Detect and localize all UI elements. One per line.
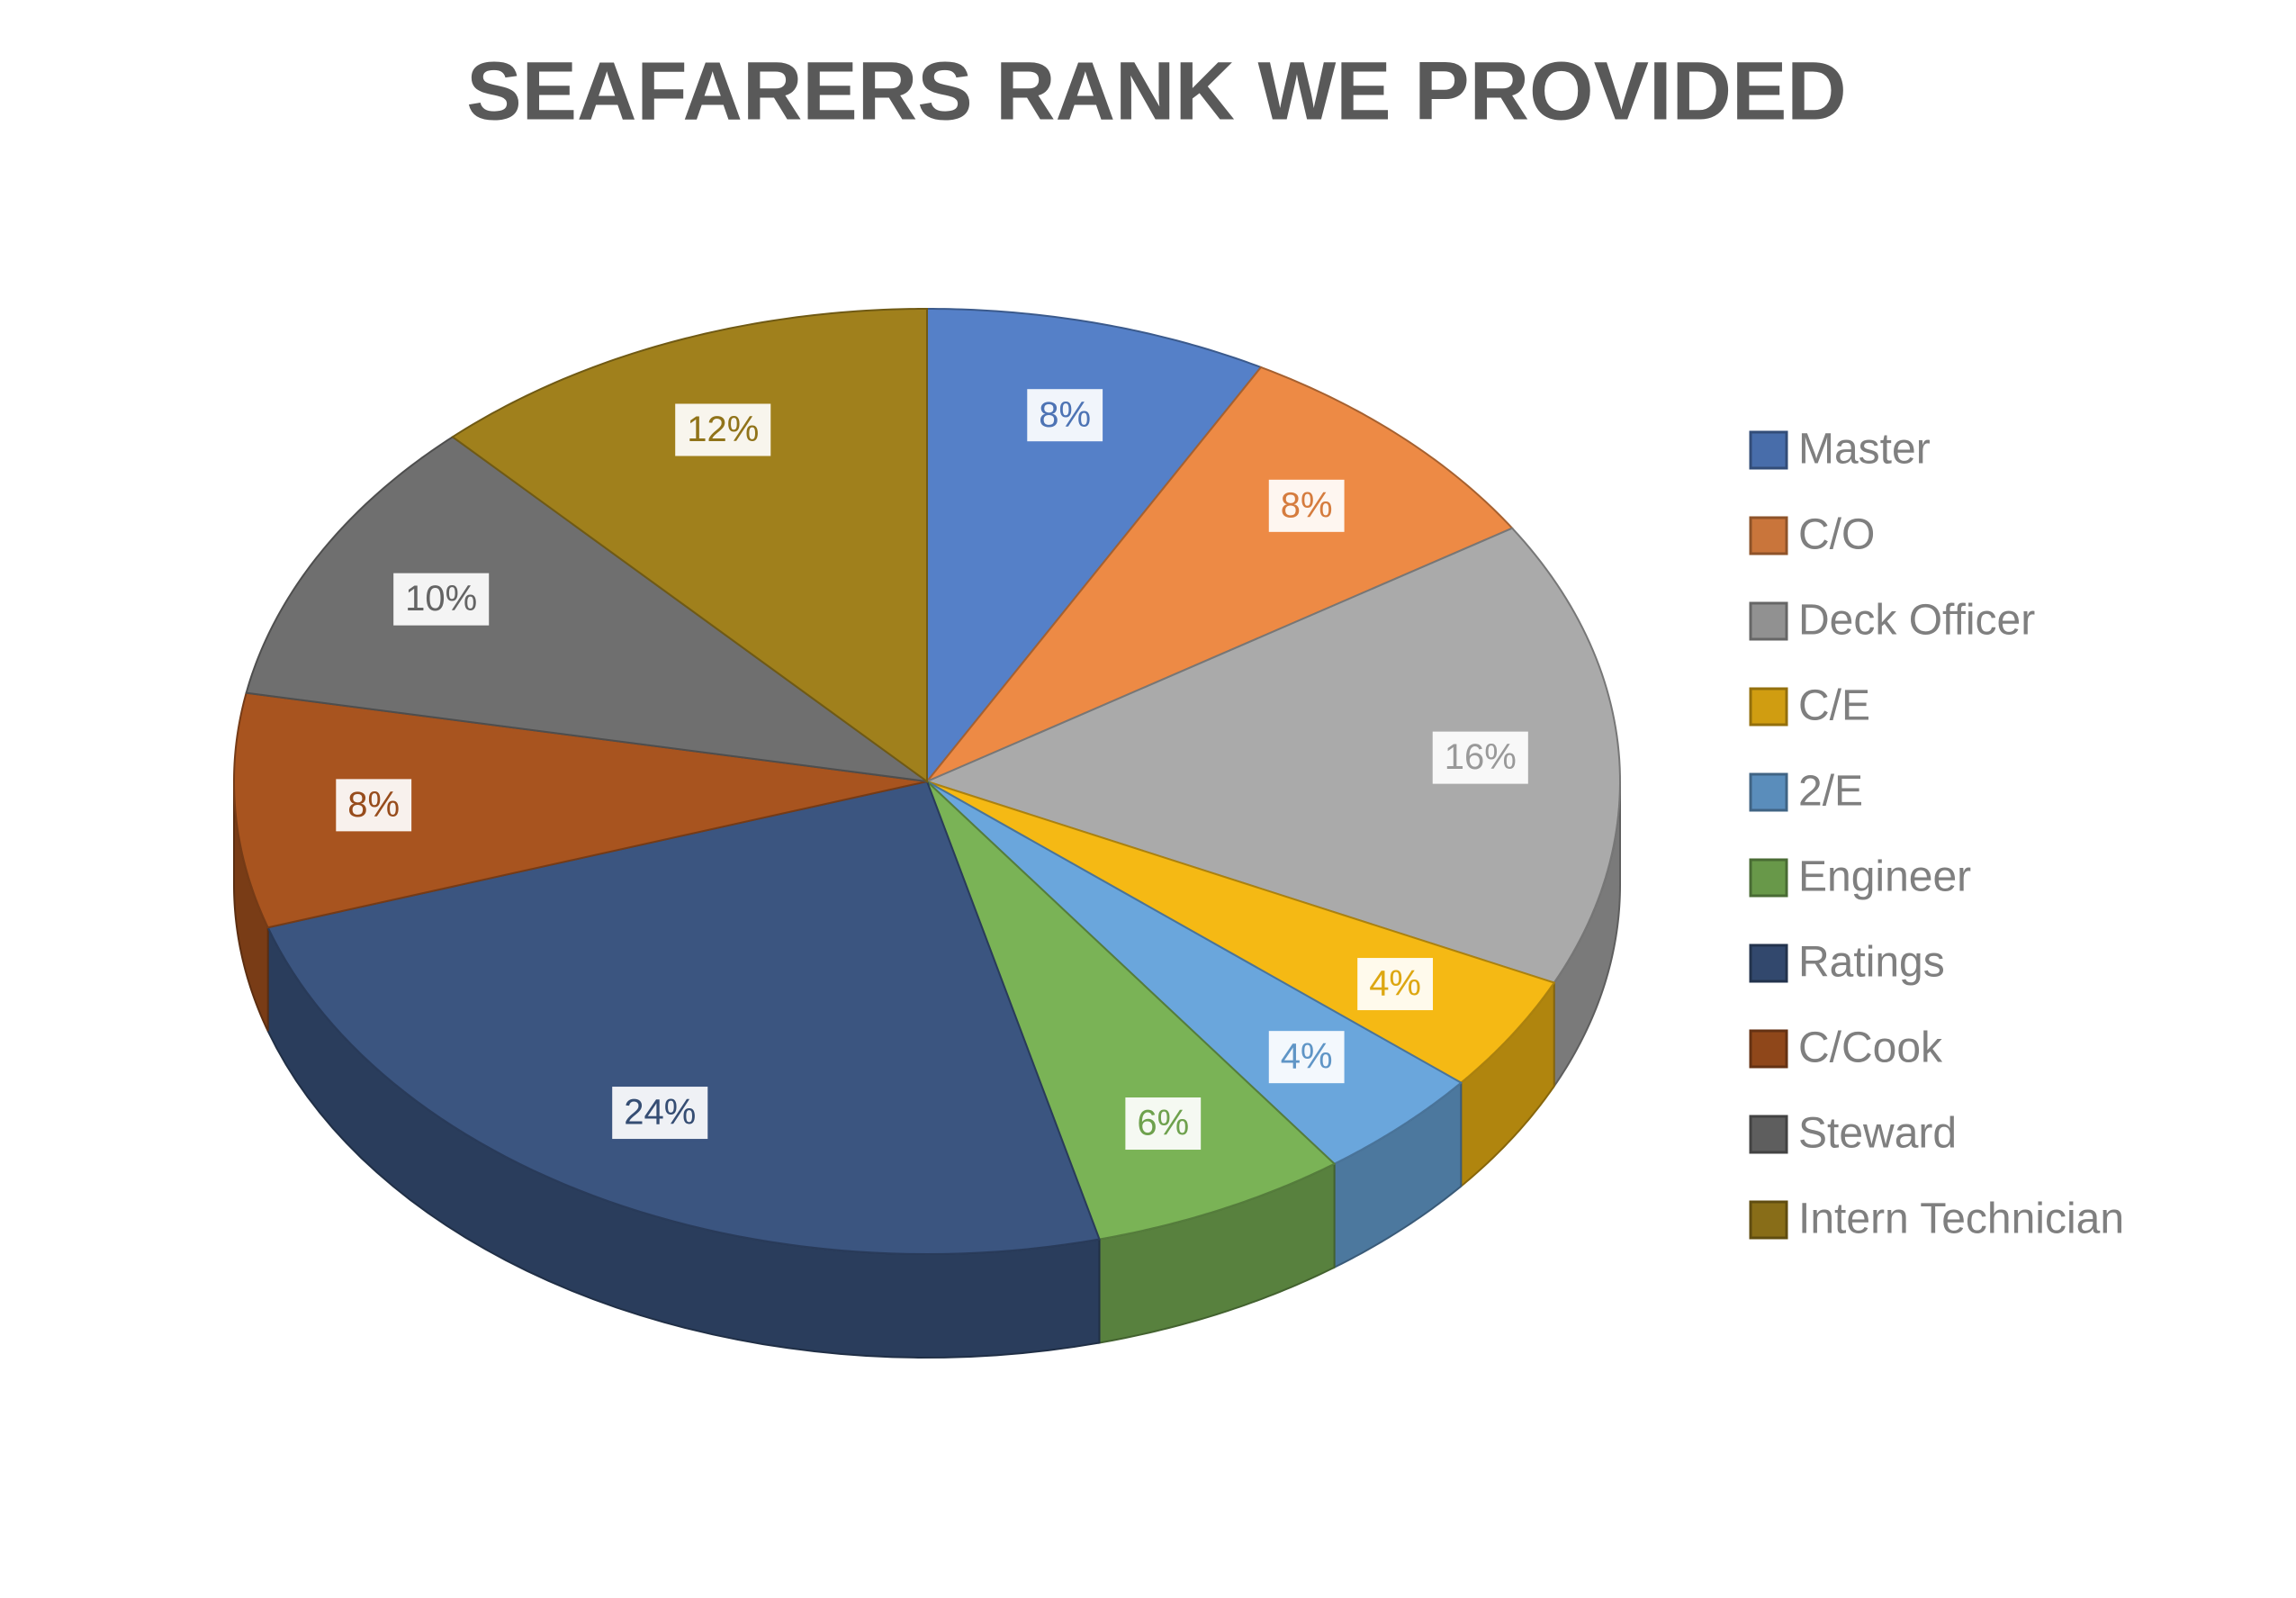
- data-label: 6%: [1137, 1104, 1189, 1143]
- legend-swatch: [1749, 687, 1788, 727]
- legend-label: Engineer: [1798, 853, 1971, 901]
- data-label-box: [673, 402, 773, 458]
- pie-slice: [245, 436, 928, 782]
- data-label-box: [1266, 477, 1346, 534]
- data-label: 8%: [1281, 485, 1333, 525]
- legend-label: 2/E: [1798, 768, 1863, 816]
- pie-slice: [924, 527, 1621, 984]
- data-label-box: [1025, 387, 1105, 444]
- data-label: 4%: [1281, 1037, 1333, 1077]
- pie-slice: [926, 307, 1263, 784]
- legend-swatch: [1749, 1029, 1788, 1069]
- data-label-box: [610, 1085, 710, 1142]
- pie-slice: [926, 781, 1337, 1241]
- legend-label: Master: [1798, 426, 1931, 474]
- data-label: 4%: [1369, 964, 1421, 1004]
- legend-label: Deck Officer: [1798, 597, 2035, 645]
- pie-slice: [926, 366, 1514, 782]
- legend-label: Intern Technician: [1798, 1196, 2124, 1243]
- data-label: 8%: [347, 785, 400, 825]
- legend-swatch: [1749, 601, 1788, 641]
- data-label-box: [1266, 1029, 1346, 1086]
- pie-slice: [451, 307, 928, 783]
- data-label: 16%: [1445, 737, 1517, 777]
- data-label-box: [334, 777, 414, 834]
- legend-swatch: [1749, 1115, 1788, 1154]
- data-label-box: [1355, 956, 1436, 1013]
- legend-label: C/Cook: [1798, 1025, 1943, 1072]
- pie: 8% 8% 16% 4% 4% 6% 24% 8% 10% 12%: [233, 307, 1621, 1359]
- legend-label: C/O: [1798, 511, 1875, 559]
- legend-swatch: [1749, 943, 1788, 983]
- data-label-box: [1123, 1096, 1203, 1152]
- data-label: 8%: [1039, 395, 1091, 435]
- legend-label: Ratings: [1798, 939, 1945, 987]
- pie-slice: [266, 780, 1101, 1256]
- legend-label: C/E: [1798, 682, 1870, 730]
- data-label: 12%: [687, 410, 759, 449]
- pie-slice: [233, 691, 928, 929]
- legend-label: Steward: [1798, 1110, 1957, 1158]
- data-label: 24%: [624, 1093, 696, 1133]
- data-label-box: [1430, 729, 1530, 786]
- legend: Master C/O Deck Officer C/E 2/E Engineer Ratin…: [1749, 426, 2124, 1243]
- legend-swatch: [1749, 772, 1788, 812]
- chart-title: SEAFARERS RANK WE PROVIDED: [466, 45, 1847, 137]
- data-label-box: [392, 571, 491, 627]
- legend-swatch: [1749, 858, 1788, 898]
- legend-swatch: [1749, 1200, 1788, 1240]
- legend-swatch: [1749, 516, 1788, 555]
- legend-swatch: [1749, 430, 1788, 470]
- data-label: 10%: [405, 579, 477, 618]
